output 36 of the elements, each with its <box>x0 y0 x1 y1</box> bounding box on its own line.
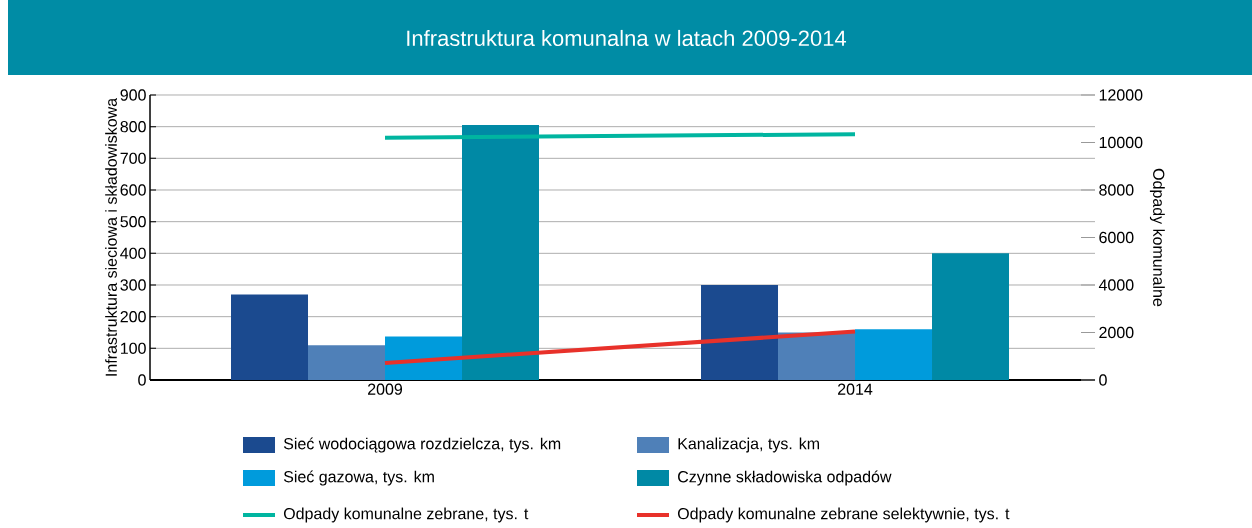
y-tick-label: 0 <box>138 374 146 386</box>
bar <box>855 329 933 380</box>
y-tick-label: 700 <box>120 152 146 164</box>
bar <box>308 345 386 380</box>
y-tick-label: 300 <box>120 279 146 291</box>
bar <box>778 332 856 380</box>
y-tick-label: 400 <box>120 247 146 259</box>
y-tick-label: 800 <box>120 121 146 133</box>
y-tick-label: 100 <box>121 342 146 354</box>
y-tick-label: 200 <box>120 311 146 323</box>
bar <box>385 336 463 380</box>
bar <box>932 253 1010 380</box>
legend-label: Czynne składowiska odpadów <box>678 470 892 486</box>
x-tick-label: 2014 <box>838 383 873 395</box>
legend-label: Sieć wodociągowa rozdzielcza, tys. km <box>283 437 561 453</box>
y2-tick-label: 10000 <box>1099 136 1143 149</box>
bar <box>462 125 540 380</box>
y2-tick-label: 6000 <box>1099 231 1134 244</box>
chart-title: Infrastruktura komunalna w latach 2009-2014 <box>407 29 847 47</box>
y2-axis-title: Odpady komunalne <box>1149 168 1165 307</box>
bar <box>231 294 309 380</box>
x-tick-label: 2009 <box>368 383 403 395</box>
y-axis-title: Infrastruktura sieciowa i składowiskowa <box>105 97 117 376</box>
y2-tick-label: 2000 <box>1099 326 1134 339</box>
y2-tick-label: 4000 <box>1098 279 1134 291</box>
legend-label: Sieć gazowa, tys. km <box>283 470 434 486</box>
y-tick-label: 600 <box>120 184 146 196</box>
bar <box>701 285 779 380</box>
legend-label: Odpady komunalne zebrane selektywnie, tys. t <box>677 507 1010 523</box>
legend-label: Odpady komunalne zebrane, tys. t <box>283 507 529 523</box>
legend-label: Kanalizacja, tys. km <box>678 437 819 453</box>
y2-tick-label: 0 <box>1099 374 1107 386</box>
y2-tick-label: 8000 <box>1099 184 1134 196</box>
y-tick-label: 900 <box>120 89 146 101</box>
y-tick-label: 500 <box>120 216 146 228</box>
y2-tick-label: 12000 <box>1099 89 1143 101</box>
